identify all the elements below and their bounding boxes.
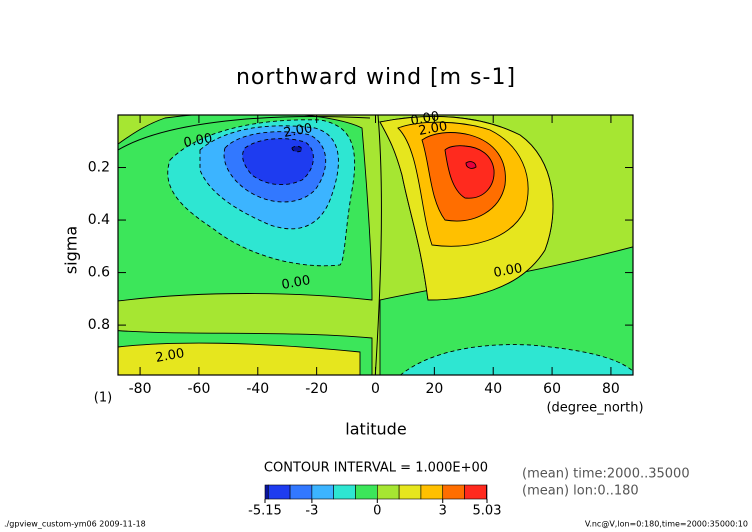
colorbar-segment: [486, 484, 488, 500]
contour-label: 0.00: [280, 273, 311, 293]
y-axis-label: sigma: [62, 226, 81, 274]
note: (mean) time:2000..35000: [522, 467, 690, 482]
contour-region: [399, 344, 633, 375]
colorbar-tick-label: 5.03: [473, 504, 502, 519]
contour-line: [118, 116, 371, 151]
colorbar-segment: [377, 484, 400, 500]
colorbar-segment: [355, 484, 378, 500]
contour-line: [374, 115, 382, 375]
colorbar-tick-label: 3: [439, 504, 447, 519]
contour-region: [118, 342, 361, 375]
contour-region: [291, 145, 303, 153]
x-tick-label: -80: [129, 381, 152, 397]
contour-label: 0.00: [492, 261, 523, 281]
footer-left: ./gpview_custom-ym06 2009-11-18: [4, 520, 146, 529]
colorbar-segment: [464, 484, 487, 500]
colorbar-segment: [267, 484, 291, 500]
colorbar-segment: [333, 484, 356, 500]
x-tick-label: 40: [484, 381, 502, 397]
x-axis-unit: (degree_north): [546, 401, 643, 416]
x-tick-label: 60: [543, 381, 561, 397]
contour-label: 2.00: [154, 346, 185, 366]
plot-area: 0.002.000.002.000.000.002.00-80 -60 -40 -20…: [88, 109, 634, 397]
y-tick-label: 0.8: [88, 317, 110, 333]
y-tick-label: 0.2: [88, 160, 110, 176]
x-tick-label: 0: [371, 381, 380, 397]
contour-region: [465, 161, 477, 169]
colorbar-segment: [289, 484, 313, 500]
x-tick-label: 80: [602, 381, 620, 397]
colorbar-segment: [264, 484, 269, 500]
contour-interval: CONTOUR INTERVAL = 1.000E+00: [264, 461, 488, 476]
contour-label: 2.00: [282, 121, 313, 141]
colorbar-tick-label: 0: [373, 504, 381, 519]
colorbar-segment: [311, 484, 334, 500]
y-tick-label: 0.6: [88, 265, 110, 281]
chart-title: northward wind [m s-1]: [236, 65, 516, 90]
contour-label: 2.00: [417, 119, 448, 139]
x-tick-label: -60: [187, 381, 210, 397]
colorbar-segment: [398, 484, 422, 500]
colorbar-segment: [420, 484, 444, 500]
y-axis-unit: (1): [94, 391, 112, 406]
contour-label: 0.00: [182, 131, 213, 151]
y-tick-label: 0.4: [88, 212, 110, 228]
x-tick-label: 20: [425, 381, 443, 397]
colorbar-tick-label: -3: [305, 504, 318, 519]
contour-region: [444, 145, 495, 199]
contour-fill: [118, 115, 633, 375]
contour-label: 0.00: [409, 109, 440, 129]
colorbar-tick-label: -5.15: [248, 504, 282, 519]
colorbar-segment: [442, 484, 465, 500]
note: (mean) lon:0..180: [522, 484, 639, 499]
x-axis-label: latitude: [345, 420, 406, 439]
x-tick-label: -40: [246, 381, 269, 397]
x-tick-label: -20: [305, 381, 328, 397]
footer-right: V.nc@V,lon=0:180,time=2000:35000:10: [585, 520, 748, 529]
